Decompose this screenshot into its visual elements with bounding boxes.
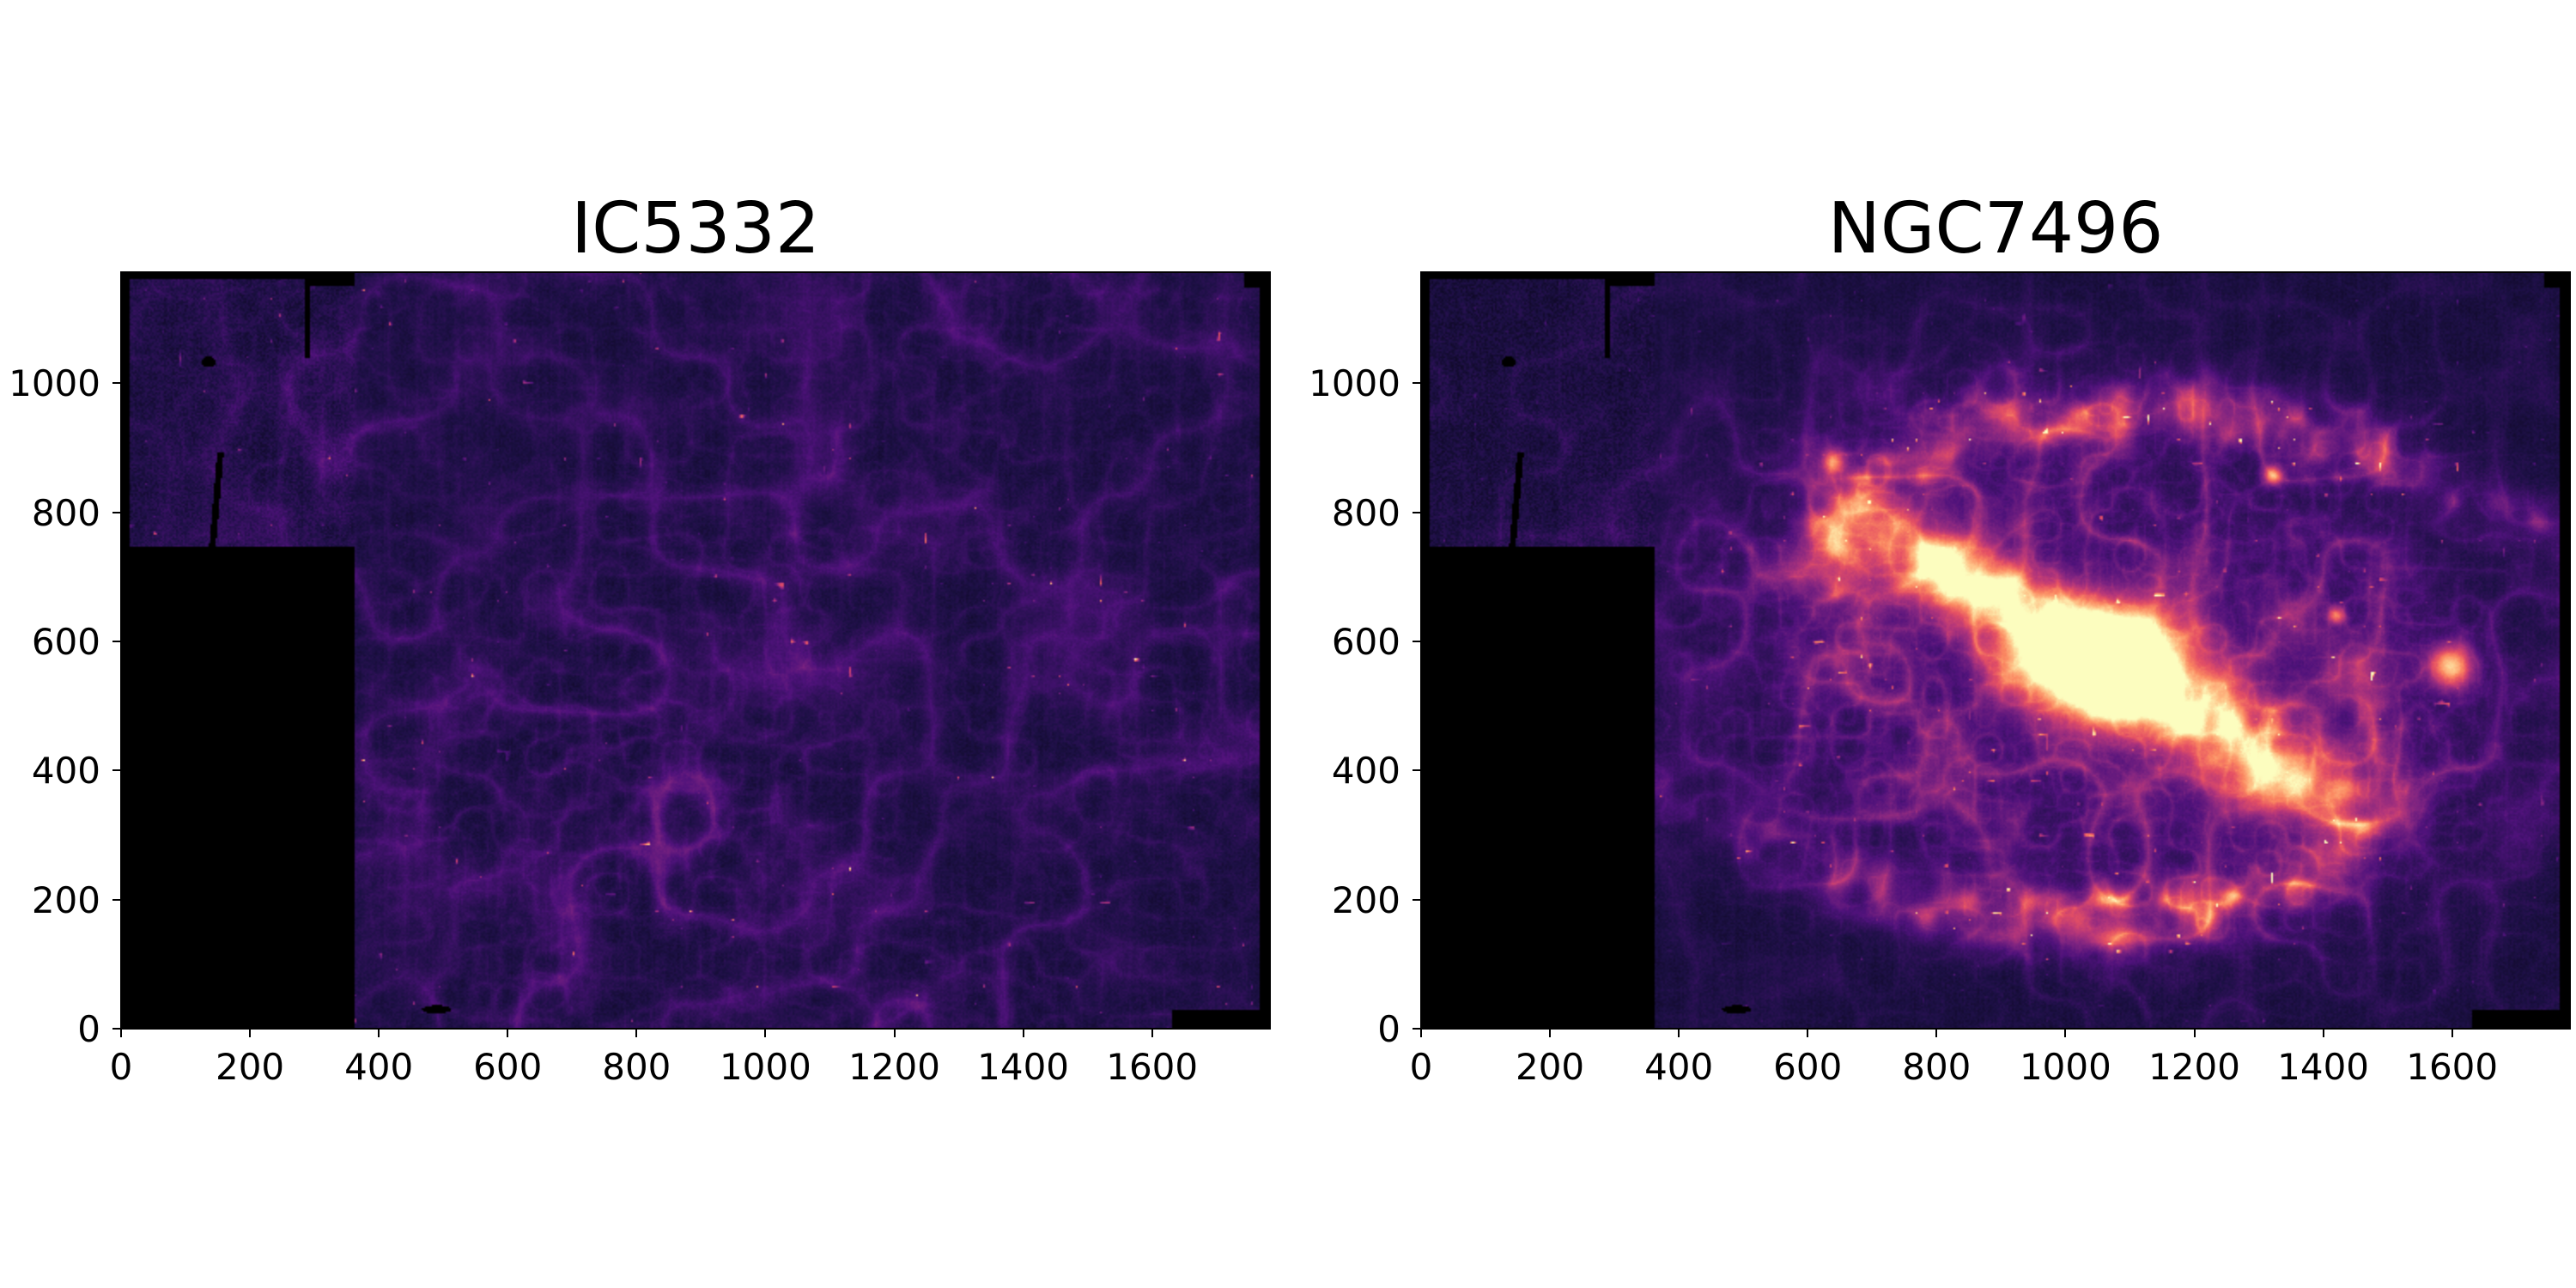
x-tick: [2193, 1029, 2196, 1037]
y-tick: [112, 769, 121, 772]
y-tick-label: 800: [1331, 491, 1400, 534]
y-tick-label: 1000: [1309, 362, 1400, 405]
y-tick: [1413, 640, 1421, 642]
x-tick-label: 200: [215, 1046, 285, 1088]
x-tick-label: 1400: [2277, 1046, 2370, 1088]
y-tick-label: 600: [1331, 620, 1400, 663]
x-tick: [2451, 1029, 2453, 1037]
x-tick: [378, 1029, 380, 1037]
galaxy-image: [121, 272, 1270, 1029]
y-tick: [1413, 769, 1421, 772]
x-tick: [1420, 1029, 1422, 1037]
x-tick-label: 1200: [848, 1046, 940, 1088]
panel-title: NGC7496: [1827, 188, 2164, 270]
x-tick: [120, 1029, 122, 1037]
x-tick: [635, 1029, 638, 1037]
x-tick-label: 1000: [2019, 1046, 2111, 1088]
x-tick: [1022, 1029, 1024, 1037]
x-tick: [764, 1029, 767, 1037]
y-tick: [112, 1028, 121, 1030]
x-tick: [1678, 1029, 1680, 1037]
y-tick-label: 800: [31, 491, 100, 534]
y-tick-label: 1000: [9, 362, 100, 405]
y-tick: [112, 640, 121, 642]
galaxy-image: [1421, 272, 2570, 1029]
x-tick-label: 1400: [977, 1046, 1070, 1088]
y-tick: [1413, 898, 1421, 901]
image-axes: 0 200 400 600 800 1000 1200 1400 1600 0 200 400 600 8…: [9, 271, 1271, 1085]
x-tick-label: 0: [109, 1046, 133, 1088]
x-tick: [893, 1029, 896, 1037]
x-tick: [1151, 1029, 1153, 1037]
x-tick: [1549, 1029, 1552, 1037]
x-tick-label: 600: [1773, 1046, 1843, 1088]
x-tick-label: 400: [1644, 1046, 1714, 1088]
y-tick-label: 400: [1331, 750, 1400, 793]
x-tick-label: 200: [1515, 1046, 1585, 1088]
x-tick: [2064, 1029, 2067, 1037]
y-tick: [112, 382, 121, 385]
image-axes: 0 200 400 600 800 1000 1200 1400 1600 0 200 400 600 8…: [1309, 271, 2571, 1085]
y-tick: [1413, 1028, 1421, 1030]
x-tick: [2322, 1029, 2324, 1037]
x-tick-label: 1600: [2406, 1046, 2499, 1088]
y-tick: [112, 511, 121, 513]
x-tick-label: 1000: [719, 1046, 811, 1088]
x-tick-label: 1200: [2148, 1046, 2240, 1088]
y-tick-label: 200: [1331, 878, 1400, 921]
panel-title: IC5332: [570, 188, 821, 270]
x-tick-label: 800: [1902, 1046, 1971, 1088]
x-tick: [249, 1029, 252, 1037]
x-tick: [507, 1029, 509, 1037]
x-tick-label: 400: [344, 1046, 414, 1088]
x-tick-label: 0: [1409, 1046, 1433, 1088]
y-tick-label: 400: [31, 750, 100, 793]
y-tick: [1413, 511, 1421, 513]
y-tick: [1413, 382, 1421, 385]
x-tick: [1807, 1029, 1809, 1037]
y-tick-label: 600: [31, 620, 100, 663]
x-tick-label: 1600: [1106, 1046, 1199, 1088]
y-tick: [112, 898, 121, 901]
y-tick-label: 0: [77, 1008, 100, 1050]
y-tick-label: 0: [1377, 1008, 1400, 1050]
x-tick: [1935, 1029, 1938, 1037]
y-tick-label: 200: [31, 878, 100, 921]
x-tick-label: 600: [473, 1046, 543, 1088]
x-tick-label: 800: [602, 1046, 671, 1088]
